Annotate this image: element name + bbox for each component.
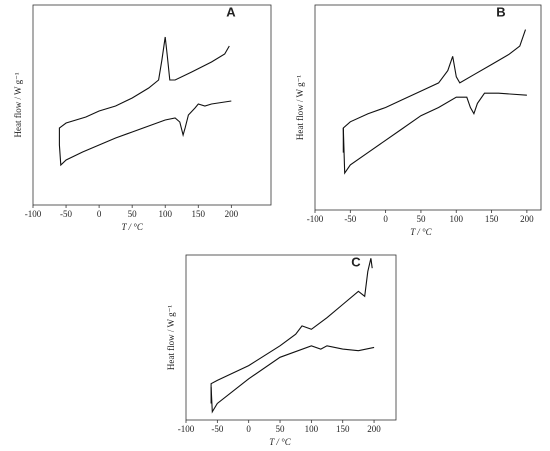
x-tick-label: -50 bbox=[344, 214, 356, 224]
curve bbox=[58, 36, 230, 145]
x-tick-label: 200 bbox=[367, 424, 381, 434]
x-axis-label: T / °C bbox=[269, 437, 291, 447]
x-tick-label: -100 bbox=[25, 209, 42, 219]
panel-label: C bbox=[351, 254, 361, 269]
x-tick-label: 50 bbox=[128, 209, 138, 219]
panel-label: A bbox=[226, 4, 236, 19]
x-tick-label: 0 bbox=[97, 209, 102, 219]
x-tick-label: -100 bbox=[307, 214, 324, 224]
curve bbox=[342, 29, 527, 153]
curve bbox=[210, 345, 375, 414]
curve bbox=[58, 100, 232, 167]
x-tick-label: 100 bbox=[158, 209, 172, 219]
x-tick-label: -100 bbox=[178, 424, 195, 434]
curve bbox=[210, 258, 373, 404]
x-tick-label: -50 bbox=[211, 424, 223, 434]
y-axis-label: Heat flow / W g⁻¹ bbox=[166, 305, 176, 370]
x-tick-label: 100 bbox=[305, 424, 319, 434]
panel-label: B bbox=[496, 4, 505, 19]
x-tick-label: 50 bbox=[276, 424, 286, 434]
plot-frame bbox=[185, 254, 397, 421]
x-tick-label: 150 bbox=[485, 214, 499, 224]
x-axis-label: T / °C bbox=[410, 227, 432, 237]
x-tick-label: 200 bbox=[520, 214, 534, 224]
plot-frame bbox=[32, 4, 272, 206]
x-tick-label: 150 bbox=[336, 424, 350, 434]
x-tick-label: 200 bbox=[225, 209, 239, 219]
curve bbox=[342, 92, 527, 175]
x-tick-label: 50 bbox=[416, 214, 426, 224]
x-tick-label: 150 bbox=[192, 209, 206, 219]
x-tick-label: 0 bbox=[383, 214, 388, 224]
y-axis-label: Heat flow / W g⁻¹ bbox=[13, 72, 23, 137]
y-axis-label: Heat flow / W g⁻¹ bbox=[295, 75, 305, 140]
x-tick-label: -50 bbox=[60, 209, 72, 219]
x-tick-label: 100 bbox=[450, 214, 464, 224]
plot-frame bbox=[314, 4, 542, 211]
x-tick-label: 0 bbox=[246, 424, 251, 434]
x-axis-label: T / °C bbox=[121, 222, 143, 232]
